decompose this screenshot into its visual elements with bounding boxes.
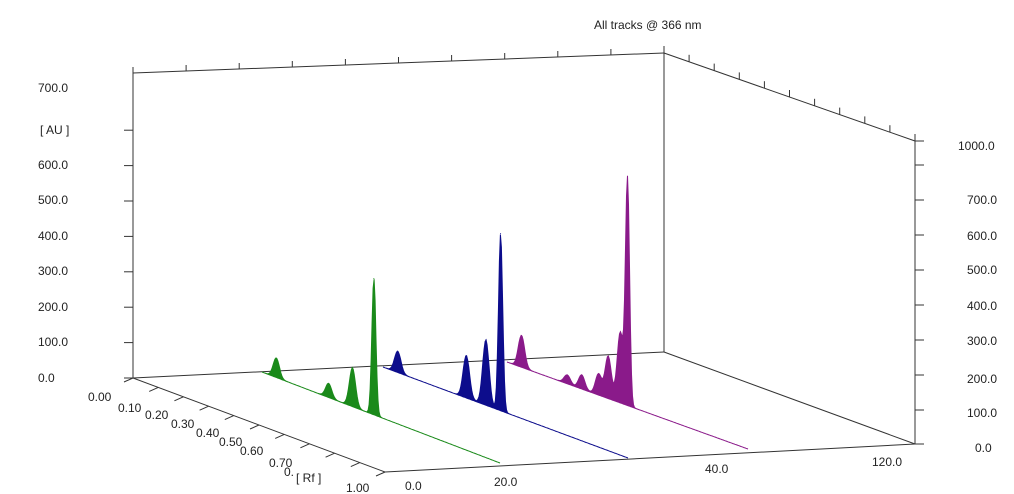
left-axis-tick-labels: 0.0 100.0 200.0 300.0 400.0 500.0 600.0 … xyxy=(38,81,68,385)
depth-tick-label: 0.50 xyxy=(219,435,243,449)
left-tick-label: 400.0 xyxy=(38,229,68,243)
depth-axis-tick xyxy=(174,396,184,402)
track-tick-label: 20.0 xyxy=(494,475,518,489)
peak-point xyxy=(598,373,600,375)
depth-axis-tick-labels: 0.00 0.10 0.20 0.30 0.40 0.50 0.60 0.70 … xyxy=(88,390,370,494)
right-tick-label: 500.0 xyxy=(967,263,997,277)
peak-point xyxy=(351,367,353,369)
depth-tick-label: 0. xyxy=(284,465,294,479)
depth-tick-label: 0.00 xyxy=(88,390,112,404)
axis-ticks xyxy=(123,46,924,477)
track-tick-label: 0.0 xyxy=(405,479,422,493)
chart-frame xyxy=(132,52,916,473)
depth-axis-tick xyxy=(375,471,386,477)
depth-axis-tick xyxy=(224,415,235,421)
depth-axis-tick xyxy=(199,405,209,411)
peak-point xyxy=(485,339,487,341)
depth-tick-label: 0.40 xyxy=(196,426,220,440)
depth-axis-tick xyxy=(249,424,260,430)
peak-point xyxy=(566,374,568,376)
left-tick-label: 500.0 xyxy=(38,193,68,207)
left-tick-label: 0.0 xyxy=(38,371,55,385)
floor-front-edge xyxy=(384,443,916,473)
left-tick-label: 100.0 xyxy=(38,335,68,349)
depth-tick-label: 0.10 xyxy=(118,401,142,415)
peak-point xyxy=(275,357,277,359)
depth-axis-label: [ Rf ] xyxy=(296,471,321,485)
depth-tick-label: 1.00 xyxy=(346,481,370,494)
floor-right-edge xyxy=(663,351,916,445)
series-area xyxy=(261,279,501,464)
peak-point xyxy=(581,374,583,376)
track-axis-tick-labels: 0.0 20.0 40.0 120.0 xyxy=(405,455,902,493)
peak-point xyxy=(520,334,522,336)
right-tick-label: 400.0 xyxy=(967,299,997,313)
series-area xyxy=(506,175,749,450)
right-tick-label: 100.0 xyxy=(967,406,997,420)
right-tick-label: 300.0 xyxy=(967,334,997,348)
left-tick-label: 600.0 xyxy=(38,158,68,172)
right-tick-label: 200.0 xyxy=(967,372,997,386)
track-tick-label: 40.0 xyxy=(705,462,729,476)
right-tick-label: 0.0 xyxy=(975,441,992,455)
peak-point xyxy=(607,355,609,357)
peak-point xyxy=(328,382,330,384)
peak-point xyxy=(373,277,375,279)
track-tick-label: 120.0 xyxy=(872,455,902,469)
left-tick-label: 300.0 xyxy=(38,264,68,278)
depth-axis-tick xyxy=(325,452,335,458)
depth-axis-tick xyxy=(350,462,361,468)
peak-point xyxy=(397,350,399,352)
left-tick-label: 700.0 xyxy=(38,81,68,95)
peak-point xyxy=(465,354,467,356)
depth-axis-tick xyxy=(148,386,159,392)
left-axis-label: [ AU ] xyxy=(40,123,69,137)
left-tick-label: 200.0 xyxy=(38,300,68,314)
series-area xyxy=(382,234,629,459)
peak-point xyxy=(627,180,628,182)
depth-tick-label: 0.30 xyxy=(171,417,195,431)
right-tick-label: 600.0 xyxy=(967,229,997,243)
peak-point xyxy=(500,233,502,235)
depth-axis-tick xyxy=(300,443,310,449)
right-axis-tick-labels: 0.0 100.0 200.0 300.0 400.0 500.0 600.0 … xyxy=(958,139,997,455)
right-tick-label: 1000.0 xyxy=(958,139,995,153)
depth-tick-label: 0.20 xyxy=(145,408,169,422)
depth-tick-label: 0.70 xyxy=(269,456,293,470)
right-tick-label: 700.0 xyxy=(967,193,997,207)
depth-axis-tick xyxy=(123,377,134,383)
chart-title: All tracks @ 366 nm xyxy=(594,18,702,32)
series-layer xyxy=(261,175,749,464)
depth-tick-label: 0.60 xyxy=(240,444,264,458)
depth-axis-tick xyxy=(274,433,285,439)
peak-point xyxy=(619,331,621,333)
